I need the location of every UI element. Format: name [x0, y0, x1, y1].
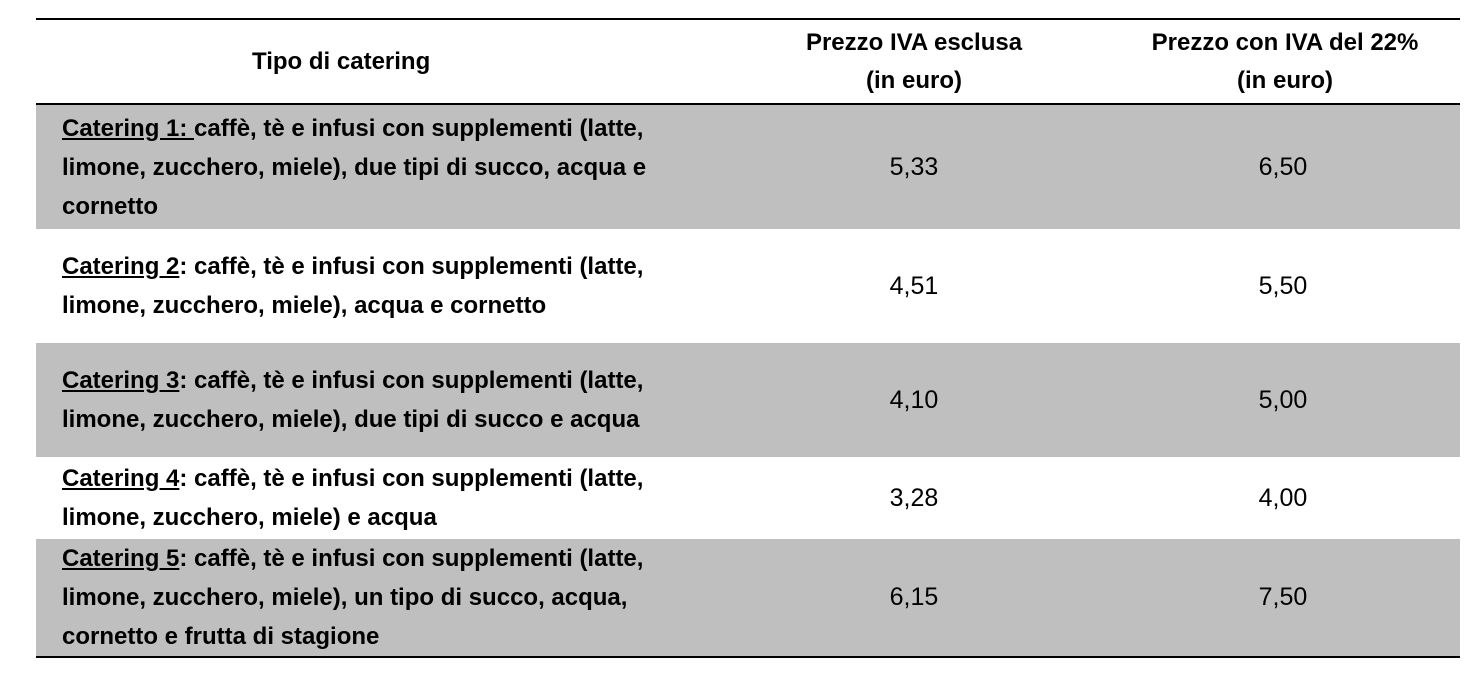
price-incl: 4,00 — [1258, 483, 1308, 512]
catering-description: : caffè, tè e infusi con supplementi (la… — [62, 253, 644, 319]
table-row: Catering 5: caffè, tè e infusi con suppl… — [36, 539, 1460, 657]
price-cell: 5,00 — [1090, 343, 1460, 457]
price-excl: 4,10 — [889, 385, 939, 414]
price-cell: 7,50 — [1090, 539, 1460, 657]
catering-table: Tipo di catering Prezzo IVA esclusa (in … — [36, 18, 1460, 658]
price-excl: 4,51 — [889, 271, 939, 300]
price-excl: 6,15 — [889, 583, 939, 611]
price-cell: 3,28 — [738, 457, 1090, 539]
price-incl: 5,50 — [1258, 271, 1308, 300]
catering-description: : caffè, tè e infusi con supplementi (la… — [62, 465, 644, 531]
header-cell: Prezzo IVA esclusa (in euro) — [738, 19, 1090, 104]
price-incl: 7,50 — [1258, 583, 1308, 611]
price-cell: 6,15 — [738, 539, 1090, 657]
header-text: Tipo di catering — [252, 47, 431, 75]
table-body: Catering 1: caffè, tè e infusi con suppl… — [36, 104, 1460, 657]
price-incl: 6,50 — [1258, 152, 1308, 181]
price-cell: 5,33 — [738, 104, 1090, 229]
catering-description: : caffè, tè e infusi con supplementi (la… — [62, 367, 644, 433]
header-cell: Tipo di catering — [36, 19, 738, 104]
catering-name: Catering 4 — [62, 465, 180, 492]
price-excl: 5,33 — [889, 152, 939, 181]
header-text: Prezzo IVA esclusa — [805, 28, 1023, 56]
label-cell: Catering 5: caffè, tè e infusi con suppl… — [36, 539, 738, 657]
catering-name: Catering 2 — [62, 253, 180, 280]
table-header: Tipo di catering Prezzo IVA esclusa (in … — [36, 19, 1460, 104]
table-row: Catering 1: caffè, tè e infusi con suppl… — [36, 104, 1460, 229]
price-cell: 6,50 — [1090, 104, 1460, 229]
price-cell: 5,50 — [1090, 229, 1460, 343]
catering-name: Catering 5 — [62, 545, 180, 572]
table-row: Catering 3: caffè, tè e infusi con suppl… — [36, 343, 1460, 457]
header-text: Prezzo con IVA del 22% — [1151, 28, 1419, 56]
price-cell: 4,51 — [738, 229, 1090, 343]
header-cell: Prezzo con IVA del 22% (in euro) — [1090, 19, 1460, 104]
price-cell: 4,00 — [1090, 457, 1460, 539]
catering-description: : caffè, tè e infusi con supplementi (la… — [62, 545, 644, 650]
header-text: (in euro) — [1237, 66, 1333, 94]
price-cell: 4,10 — [738, 343, 1090, 457]
table-row: Catering 2: caffè, tè e infusi con suppl… — [36, 229, 1460, 343]
table-row: Catering 4: caffè, tè e infusi con suppl… — [36, 457, 1460, 539]
header-text: (in euro) — [866, 66, 962, 94]
price-excl: 3,28 — [889, 483, 939, 512]
label-cell: Catering 4: caffè, tè e infusi con suppl… — [36, 457, 738, 539]
label-cell: Catering 3: caffè, tè e infusi con suppl… — [36, 343, 738, 457]
catering-name: Catering 3 — [62, 367, 180, 394]
label-cell: Catering 2: caffè, tè e infusi con suppl… — [36, 229, 738, 343]
price-incl: 5,00 — [1258, 385, 1308, 414]
catering-description: caffè, tè e infusi con supplementi (latt… — [62, 114, 647, 220]
catering-name: Catering 1: — [62, 114, 195, 142]
header-row: Tipo di catering Prezzo IVA esclusa (in … — [36, 19, 1460, 104]
label-cell: Catering 1: caffè, tè e infusi con suppl… — [36, 104, 738, 229]
